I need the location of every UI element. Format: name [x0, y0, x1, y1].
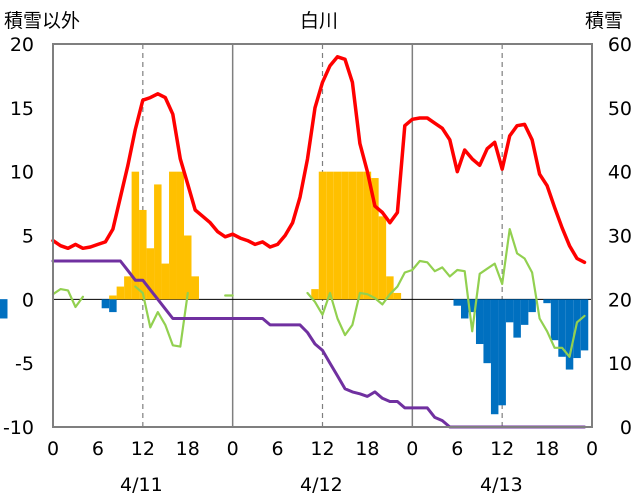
snow-change-bar — [109, 299, 117, 313]
snow-change-bar — [580, 299, 589, 351]
y-left-tick-label: 15 — [10, 98, 34, 120]
y-right-tick-label: 30 — [608, 226, 632, 248]
precipitation-bar — [139, 209, 147, 300]
snow-change-bar — [460, 299, 469, 319]
x-tick-label: 12 — [131, 438, 155, 460]
x-tick-label: 12 — [310, 438, 334, 460]
precipitation-bar — [161, 263, 170, 300]
x-tick-label: 12 — [490, 438, 514, 460]
precipitation-bar — [184, 235, 192, 300]
precipitation-bar — [109, 295, 117, 300]
y-left-tick-label: 20 — [10, 34, 34, 56]
precipitation-bar — [386, 276, 394, 300]
plot-frame — [52, 43, 593, 428]
chart-title: 白川 — [300, 10, 339, 32]
snow-change-bar — [468, 299, 476, 313]
right-axis-label: 積雪 — [585, 10, 624, 32]
y-right-tick-label: 60 — [608, 34, 632, 56]
snow-change-bar — [573, 299, 581, 359]
snow-change-bar — [475, 299, 484, 345]
x-tick-label: 0 — [406, 438, 418, 460]
y-left-tick-label: -5 — [15, 353, 34, 375]
precipitation-bar — [378, 216, 387, 300]
snow-change-bar — [513, 299, 521, 338]
date-label-1: 4/11 — [120, 474, 163, 496]
precipitation-bar — [326, 171, 334, 300]
precipitation-bar — [176, 171, 185, 300]
snow-change-bar — [565, 299, 574, 370]
snow-change-bar — [505, 299, 514, 323]
plot-border — [52, 43, 593, 428]
x-tick-label: 18 — [535, 438, 559, 460]
y-right-tick-label: 40 — [608, 162, 632, 184]
x-tick-label: 0 — [227, 438, 239, 460]
bar-series — [0, 171, 589, 415]
precipitation-bar — [124, 276, 132, 300]
y-right-tick-label: 50 — [608, 98, 632, 120]
precipitation-bar — [146, 248, 155, 300]
temperature-line — [51, 55, 587, 265]
snow-change-bar — [550, 299, 559, 341]
snow-change-bar — [453, 299, 461, 306]
snow-change-bar — [543, 299, 551, 304]
precipitation-bar — [371, 178, 379, 300]
left-axis-label: 積雪以外 — [4, 10, 81, 32]
x-tick-label: 6 — [451, 438, 463, 460]
y-right-tick-label: 20 — [608, 289, 632, 311]
precipitation-bar — [393, 292, 402, 300]
snow-change-bar — [101, 299, 110, 309]
snow-change-bar — [498, 299, 506, 406]
snow-change-bar — [0, 299, 8, 315]
y-left-tick-label: 10 — [10, 162, 34, 184]
y-right-tick-label: 10 — [608, 353, 632, 375]
x-tick-label: 6 — [92, 438, 104, 460]
snow-change-bar — [0, 299, 8, 306]
precipitation-bar — [116, 286, 125, 300]
snow-change-bar — [490, 299, 499, 415]
snow-change-bar — [528, 299, 536, 313]
precipitation-bar — [348, 171, 357, 300]
precipitation-bar — [318, 171, 327, 300]
precipitation-bar — [191, 276, 199, 300]
date-label-3: 4/13 — [480, 474, 523, 496]
date-label-2: 4/12 — [300, 474, 343, 496]
precipitation-bar — [311, 289, 319, 300]
x-tick-label: 6 — [272, 438, 284, 460]
precipitation-bar — [333, 171, 342, 300]
snow-change-bar — [483, 299, 491, 364]
precipitation-bar — [363, 171, 372, 300]
sunshine-green-line — [51, 228, 586, 358]
precipitation-bar — [131, 171, 140, 300]
x-tick-label: 18 — [176, 438, 200, 460]
precipitation-bar — [154, 184, 162, 300]
x-tick-label: 0 — [47, 438, 59, 460]
precipitation-bar — [169, 171, 177, 300]
y-right-tick-label: 0 — [620, 417, 632, 439]
x-tick-label: 0 — [586, 438, 598, 460]
precipitation-bar — [341, 171, 349, 300]
snow-change-bar — [520, 299, 529, 325]
snow-change-bar — [558, 299, 566, 357]
precipitation-bar — [356, 171, 364, 300]
y-left-tick-label: 5 — [22, 226, 34, 248]
y-left-tick-label: -10 — [3, 417, 34, 439]
x-tick-label: 18 — [355, 438, 379, 460]
y-left-tick-label: 0 — [22, 289, 34, 311]
